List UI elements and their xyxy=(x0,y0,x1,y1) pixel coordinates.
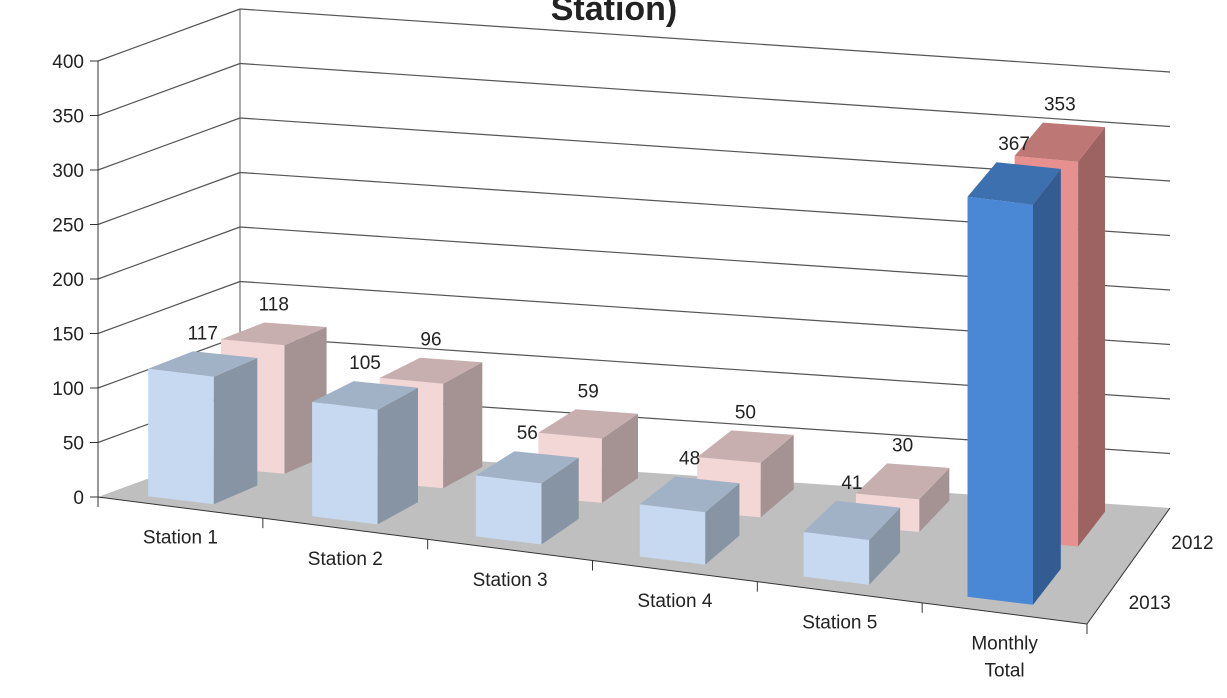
bar-top-face xyxy=(803,500,901,540)
bar-front-face xyxy=(803,531,870,585)
bar-front-face xyxy=(475,475,542,545)
data-label: 56 xyxy=(517,423,538,444)
data-label: 105 xyxy=(349,353,381,374)
data-label: 50 xyxy=(735,402,756,423)
y-tick-label: 400 xyxy=(52,52,84,73)
y-tick-label: 100 xyxy=(52,379,84,400)
bar-top-face xyxy=(967,162,1061,205)
data-label: 118 xyxy=(259,295,289,316)
chart-label-layer: 0 50 100 150 200 250 300 350 400 118 96 59 50 30 353 11… xyxy=(52,52,1213,681)
x-tick-label: Station 1 xyxy=(143,528,218,549)
bar-top-face xyxy=(148,351,258,377)
bar-front-face xyxy=(148,368,214,505)
y-tick-label: 150 xyxy=(52,325,84,346)
bar-side-face xyxy=(377,387,418,525)
data-label: 41 xyxy=(841,473,862,494)
data-label: 30 xyxy=(892,435,913,456)
x-tick-label: Station 2 xyxy=(308,549,383,570)
z-axis-line xyxy=(1086,507,1171,625)
bar-side-face xyxy=(869,507,901,585)
bar-front-face xyxy=(312,401,378,525)
x-tick-label: Station 3 xyxy=(473,570,548,591)
x-tick-label: Station 5 xyxy=(802,612,877,633)
bar-top-face xyxy=(855,463,950,500)
x-tick-label: Total xyxy=(985,660,1025,681)
x-tick-label: Station 4 xyxy=(637,591,712,612)
y-side-gridline xyxy=(97,117,241,171)
bar-top-face xyxy=(639,476,740,513)
y-tick-label: 350 xyxy=(52,107,84,128)
bar-2013-5 xyxy=(967,162,1061,605)
bar-2013-3 xyxy=(639,476,740,565)
bar-top-face xyxy=(538,409,638,439)
bar-side-face xyxy=(1033,168,1061,605)
data-label: 353 xyxy=(1044,95,1076,116)
y-side-gridline xyxy=(97,62,241,117)
series-axis-label: 2013 xyxy=(1129,593,1171,614)
y-side-gridline xyxy=(97,226,241,280)
x-tick-label: Monthly xyxy=(971,633,1038,654)
bar-side-face xyxy=(760,434,794,518)
chart-title: Station) xyxy=(551,0,678,28)
y-tick-label: 0 xyxy=(73,488,84,509)
bar-2013-0 xyxy=(148,351,258,505)
y-tick-label: 200 xyxy=(52,270,84,291)
y-side-gridline xyxy=(97,280,241,335)
bar-front-face xyxy=(639,504,706,565)
series-axis-label: 2012 xyxy=(1171,533,1213,554)
bar-top-face xyxy=(697,430,794,463)
y-side-gridline xyxy=(97,171,241,226)
bar-top-face xyxy=(221,322,327,346)
y-tick-label: 300 xyxy=(52,161,84,182)
bar-side-face xyxy=(919,467,950,532)
bar-2013-2 xyxy=(475,451,579,545)
bar-2013-1 xyxy=(312,381,418,525)
bar-top-face xyxy=(475,451,579,484)
y-tick-label: 50 xyxy=(63,434,84,455)
bar-side-face xyxy=(705,483,740,565)
y-gridline xyxy=(239,8,1171,73)
chart-bar-layer xyxy=(148,122,1105,605)
bar-2013-4 xyxy=(803,500,901,585)
data-label: 367 xyxy=(998,134,1030,155)
bar-side-face xyxy=(601,413,638,503)
y-side-gridline xyxy=(97,8,241,62)
data-label: 117 xyxy=(188,323,218,344)
data-label: 96 xyxy=(420,330,441,351)
y-tick-label: 250 xyxy=(52,216,84,237)
bar-side-face xyxy=(443,362,483,489)
bar-top-face xyxy=(379,357,483,384)
bar-side-face xyxy=(1078,127,1105,547)
y-gridline xyxy=(239,62,1171,128)
chart-grid-layer xyxy=(90,8,1171,634)
bar-top-face xyxy=(1014,122,1105,162)
data-label: 59 xyxy=(578,381,599,402)
bar-front-face xyxy=(967,196,1033,605)
bar-side-face xyxy=(541,457,579,545)
bar-top-face xyxy=(312,381,418,410)
data-label: 48 xyxy=(679,449,700,470)
bar-side-face xyxy=(213,358,258,505)
